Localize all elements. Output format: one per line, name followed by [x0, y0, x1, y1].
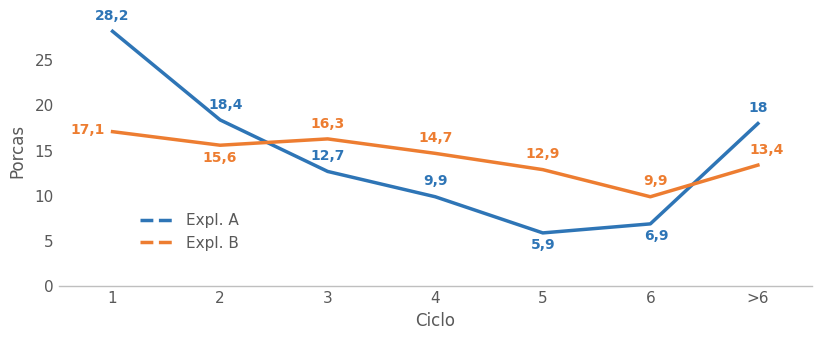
Legend: Expl. A, Expl. B: Expl. A, Expl. B: [134, 207, 245, 257]
Expl. A: [107, 29, 117, 33]
Text: 18: 18: [747, 101, 767, 115]
Expl. A: [752, 121, 762, 125]
Text: 18,4: 18,4: [208, 98, 242, 112]
Text: 13,4: 13,4: [748, 143, 782, 157]
Expl. A: [430, 195, 440, 199]
Expl. B: [215, 143, 224, 147]
Expl. A: [215, 118, 224, 122]
Text: 6,9: 6,9: [643, 229, 667, 243]
Line: Expl. B: Expl. B: [112, 132, 757, 197]
Text: 9,9: 9,9: [423, 174, 447, 188]
Expl. A: [323, 169, 333, 173]
Expl. A: [645, 222, 654, 226]
Text: 28,2: 28,2: [95, 9, 129, 23]
Expl. B: [430, 151, 440, 155]
Expl. B: [752, 163, 762, 167]
Text: 17,1: 17,1: [70, 123, 105, 137]
Text: 15,6: 15,6: [202, 151, 237, 165]
Expl. A: [537, 231, 547, 235]
Expl. B: [107, 130, 117, 134]
Line: Expl. A: Expl. A: [112, 31, 757, 233]
Text: 12,9: 12,9: [525, 147, 559, 161]
Text: 12,7: 12,7: [310, 149, 345, 163]
Text: 14,7: 14,7: [418, 131, 452, 145]
X-axis label: Ciclo: Ciclo: [414, 312, 455, 330]
Text: 9,9: 9,9: [643, 174, 667, 188]
Y-axis label: Porcas: Porcas: [8, 124, 26, 178]
Text: 16,3: 16,3: [310, 117, 344, 130]
Expl. B: [537, 168, 547, 172]
Expl. B: [645, 195, 654, 199]
Expl. B: [323, 137, 333, 141]
Text: 5,9: 5,9: [530, 238, 554, 252]
